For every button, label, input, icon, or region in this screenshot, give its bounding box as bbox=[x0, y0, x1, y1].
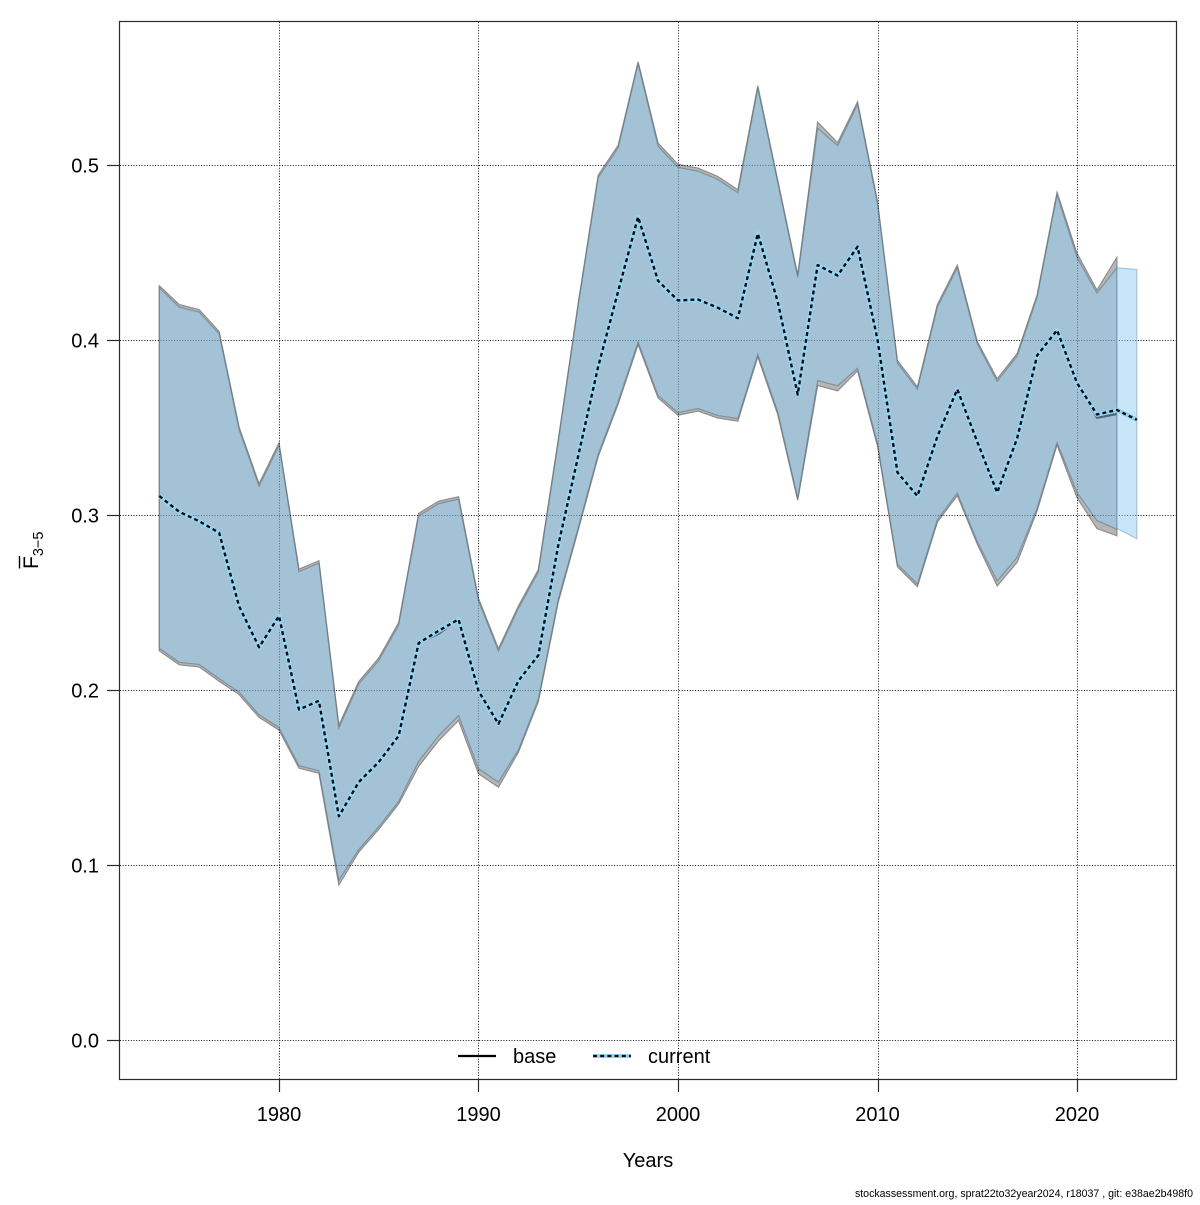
svg-text:base: base bbox=[513, 1046, 556, 1068]
svg-text:0.5: 0.5 bbox=[71, 155, 99, 177]
svg-text:2010: 2010 bbox=[855, 1104, 900, 1126]
svg-text:1980: 1980 bbox=[257, 1104, 302, 1126]
svg-text:2000: 2000 bbox=[656, 1104, 701, 1126]
svg-text:stockassessment.org, sprat22to: stockassessment.org, sprat22to32year2024… bbox=[855, 1188, 1193, 1200]
svg-text:current: current bbox=[648, 1046, 711, 1068]
svg-text:1990: 1990 bbox=[456, 1104, 501, 1126]
svg-text:2020: 2020 bbox=[1055, 1104, 1100, 1126]
svg-text:Years: Years bbox=[623, 1150, 673, 1172]
svg-text:0.4: 0.4 bbox=[71, 330, 99, 352]
svg-text:0.3: 0.3 bbox=[71, 505, 99, 527]
svg-text:0.1: 0.1 bbox=[71, 855, 99, 877]
svg-text:0.0: 0.0 bbox=[71, 1030, 99, 1052]
svg-text:0.2: 0.2 bbox=[71, 680, 99, 702]
